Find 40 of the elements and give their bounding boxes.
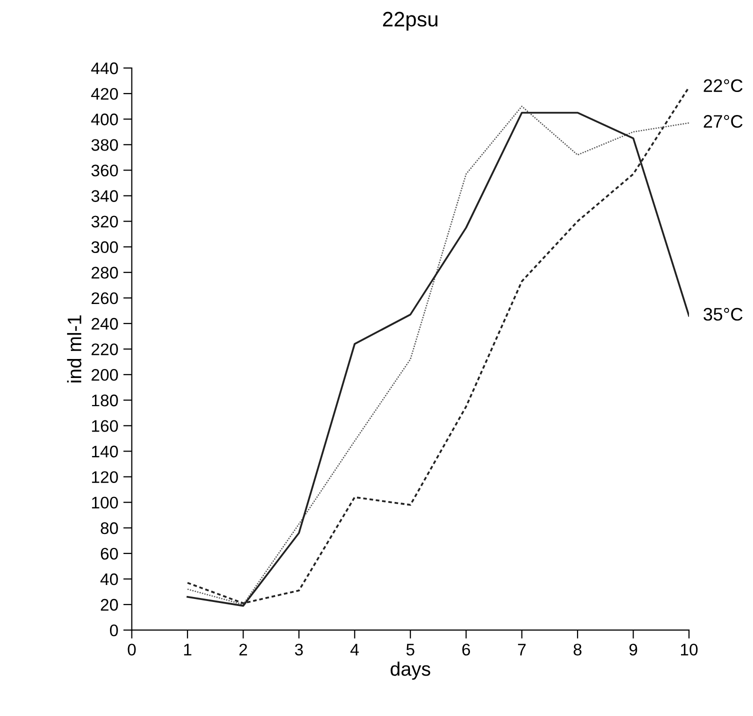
x-tick-label: 0 <box>128 644 136 656</box>
y-tick-label: 340 <box>91 190 118 202</box>
y-tick-label: 420 <box>91 88 118 100</box>
y-tick-label: 280 <box>92 266 118 279</box>
y-tick-label: 40 <box>100 573 118 586</box>
x-tick-label: 2 <box>239 644 248 656</box>
x-tick-label: 7 <box>518 644 526 656</box>
y-tick-label: 60 <box>100 548 118 560</box>
x-tick-label: 4 <box>350 644 359 656</box>
y-tick-label: 240 <box>92 318 118 330</box>
y-tick-label: 140 <box>92 446 118 458</box>
y-tick-label: 300 <box>91 241 118 254</box>
y-tick-label: 320 <box>91 216 118 228</box>
y-tick-label: 360 <box>91 164 118 176</box>
y-tick-label: 380 <box>91 139 118 151</box>
y-tick-label: 180 <box>92 394 118 406</box>
chart-title: 22psu <box>383 12 438 31</box>
x-axis-title: days <box>390 662 430 680</box>
y-tick-label: 160 <box>92 420 118 432</box>
y-tick-label: 220 <box>92 343 118 356</box>
x-tick-label: 5 <box>406 644 414 656</box>
y-axis-title: ind ml-1 <box>67 315 82 382</box>
y-tick-label: 260 <box>92 292 118 304</box>
x-tick-label: 6 <box>462 644 470 656</box>
y-tick-label: 120 <box>92 471 118 483</box>
series-label: 35°C <box>704 308 743 321</box>
x-tick-label: 1 <box>184 644 192 656</box>
y-tick-label: 200 <box>92 369 118 381</box>
y-tick-label: 100 <box>92 496 118 509</box>
y-tick-label: 20 <box>100 598 118 611</box>
y-tick-label: 400 <box>91 114 118 126</box>
y-tick-label: 0 <box>110 624 118 636</box>
series-label: 22°C <box>704 79 743 92</box>
y-tick-label: 440 <box>91 62 118 74</box>
x-tick-label: 8 <box>574 644 582 656</box>
x-tick-label: 3 <box>294 644 303 656</box>
y-tick-label: 80 <box>100 522 118 534</box>
x-tick-label: 10 <box>681 644 698 656</box>
series-label: 27°C <box>704 115 743 128</box>
x-tick-label: 9 <box>629 644 638 656</box>
